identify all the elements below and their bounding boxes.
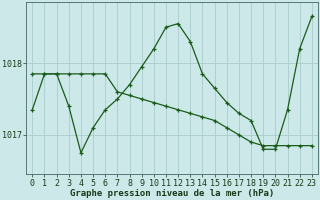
X-axis label: Graphe pression niveau de la mer (hPa): Graphe pression niveau de la mer (hPa)	[70, 189, 274, 198]
